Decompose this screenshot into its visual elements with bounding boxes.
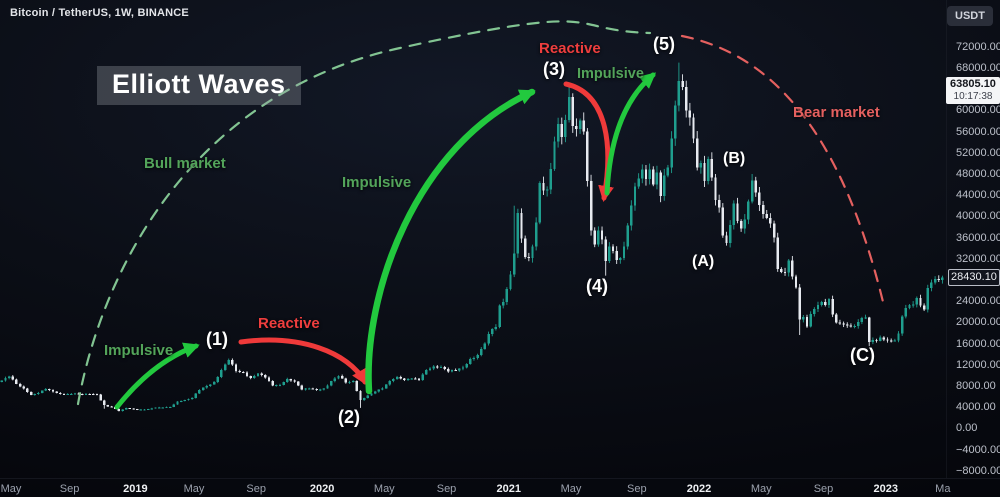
bar-countdown: 10:17:38: [953, 91, 993, 102]
chart-annotation-title: Elliott Waves: [97, 66, 301, 105]
impulsive-label-2: Impulsive: [342, 174, 412, 191]
impulsive-label-3: Impulsive: [577, 66, 644, 82]
price-tick: 12000.00: [956, 358, 1000, 371]
wave-label-3: (3): [543, 59, 565, 79]
wave-label-b: (B): [723, 150, 746, 167]
wave-label-a: (A): [692, 253, 715, 270]
price-tick: 40000.00: [956, 210, 1000, 223]
time-tick: May: [750, 483, 772, 495]
time-tick: May: [560, 483, 582, 495]
last-price-badge: 28430.10: [948, 269, 1000, 286]
time-tick: Sep: [436, 483, 457, 495]
symbol-title: Bitcoin / TetherUS, 1W, BINANCE: [10, 7, 189, 19]
time-tick: 2021: [496, 483, 521, 495]
wave-label-2: (2): [338, 407, 360, 427]
bull-market-label: Bull market: [144, 155, 226, 172]
time-tick: Sep: [627, 483, 647, 495]
price-tick: 32000.00: [956, 252, 1000, 265]
price-tick: 36000.00: [956, 231, 1000, 244]
price-tick: 16000.00: [956, 337, 1000, 350]
time-tick: 2020: [309, 483, 335, 495]
time-tick: Ma: [935, 483, 951, 495]
reactive-label-2: Reactive: [539, 40, 601, 57]
price-tick: 44000.00: [956, 189, 1000, 202]
time-tick: Sep: [246, 483, 266, 495]
time-tick: 2019: [123, 483, 148, 495]
price-tick: −4000.00: [956, 443, 1000, 456]
price-tick: 20000.00: [956, 316, 1000, 329]
price-tick: 0.00: [956, 422, 978, 435]
price-tick: −8000.00: [956, 464, 1000, 477]
time-tick: 2022: [686, 483, 712, 495]
price-tick: 24000.00: [956, 295, 1000, 308]
current-price-value: 63805.10: [950, 78, 996, 90]
impulsive-label-1: Impulsive: [104, 342, 174, 359]
time-tick: May: [0, 483, 22, 495]
price-tick: 60000.00: [956, 104, 1000, 117]
bear-market-label: Bear market: [793, 104, 880, 121]
wave-label-4: (4): [586, 276, 608, 296]
price-tick: 72000.00: [956, 40, 1000, 53]
wave-label-5: (5): [653, 34, 675, 54]
time-tick: Sep: [59, 483, 80, 495]
price-tick: 48000.00: [956, 167, 1000, 180]
price-tick: 4000.00: [956, 401, 996, 414]
time-tick: Sep: [813, 483, 834, 495]
price-tick: 8000.00: [956, 379, 996, 392]
time-tick: May: [183, 483, 205, 495]
time-tick: May: [373, 483, 395, 495]
time-tick: 2023: [873, 483, 898, 495]
currency-toggle-button[interactable]: USDT: [947, 6, 993, 26]
wave-label-c: (C): [850, 345, 875, 365]
price-tick: 52000.00: [956, 146, 1000, 159]
wave-label-1: (1): [206, 329, 228, 349]
price-tick: 56000.00: [956, 125, 1000, 138]
time-axis[interactable]: May Sep 2019 May Sep 2020 May Sep 2021 May Sep 2022…: [0, 478, 1000, 497]
reactive-label-1: Reactive: [258, 315, 320, 332]
current-price-badge: 63805.10 10:17:38: [946, 77, 1000, 104]
price-axis[interactable]: −8000.00 −4000.00 0.00 4000.00 8000.00 12000.…: [946, 0, 1000, 478]
price-tick: 68000.00: [956, 61, 1000, 74]
